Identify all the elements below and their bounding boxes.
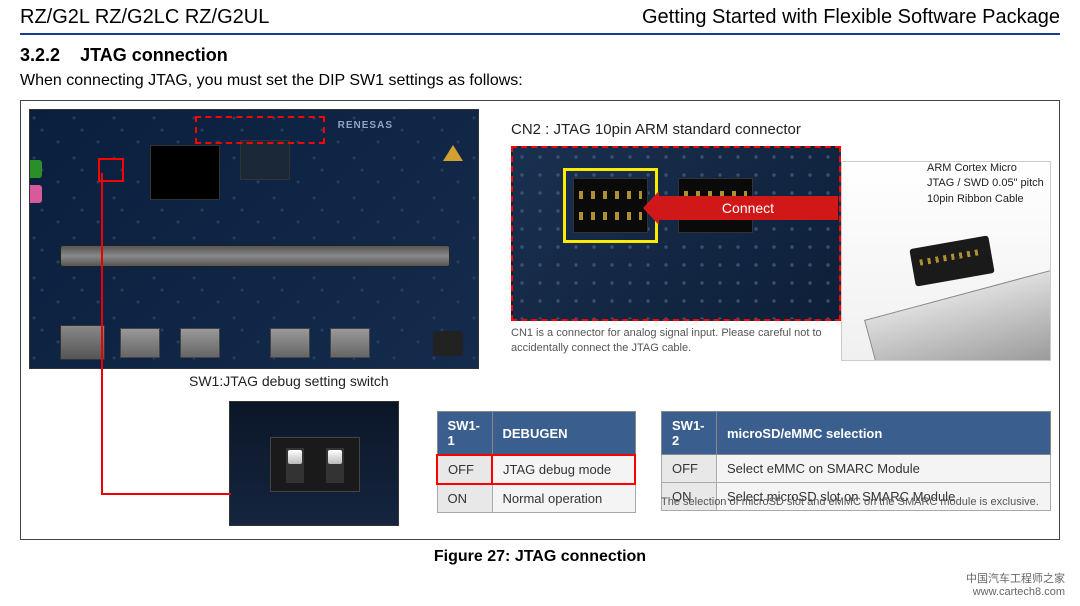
table-row-highlighted: OFF JTAG debug mode: [437, 455, 635, 484]
cell-desc: Select eMMC on SMARC Module: [717, 455, 1051, 483]
cell-state: OFF: [437, 455, 492, 484]
table2-note: The selection of microSD slot and eMMC o…: [661, 496, 1051, 508]
sw1-zoom-photo: [229, 401, 399, 526]
table-header-row: SW1-2 microSD/eMMC selection: [662, 412, 1051, 455]
board-photo: RENESAS: [29, 109, 479, 369]
header-right: Getting Started with Flexible Software P…: [642, 6, 1060, 29]
watermark-line1: 中国汽车工程师之家: [966, 570, 1065, 586]
cn2-label: CN2 : JTAG 10pin ARM standard connector: [511, 121, 801, 138]
cable-label: ARM Cortex Micro JTAG / SWD 0.05" pitch …: [927, 161, 1047, 207]
cell-desc: Normal operation: [492, 484, 635, 513]
cell-state: ON: [437, 484, 492, 513]
th-sw1-2: SW1-2: [662, 412, 717, 455]
th-sdemmc: microSD/eMMC selection: [717, 412, 1051, 455]
esd-triangle-icon: [443, 145, 463, 161]
figure-caption: Figure 27: JTAG connection: [0, 540, 1080, 566]
callout-line-h: [101, 493, 231, 495]
dip-switch-2: [326, 448, 344, 483]
usb-port-3: [270, 328, 310, 358]
header-left: RZ/G2L RZ/G2LC RZ/G2UL: [20, 6, 269, 29]
section-name: JTAG connection: [80, 45, 228, 65]
header-divider: [20, 33, 1060, 35]
sw1-label: SW1:JTAG debug setting switch: [189, 373, 389, 389]
chip-secondary: [240, 140, 290, 180]
watermark: 中国汽车工程师之家 www.cartech8.com: [966, 570, 1065, 598]
watermark-line2: www.cartech8.com: [966, 586, 1065, 598]
chip-main: [150, 145, 220, 200]
th-debugen: DEBUGEN: [492, 412, 635, 456]
table-header-row: SW1-1 DEBUGEN: [437, 412, 635, 456]
section-title: 3.2.2 JTAG connection: [0, 45, 1080, 72]
audio-jack-pink: [29, 185, 42, 203]
power-port: [433, 331, 463, 356]
dip-switch-body: [270, 437, 360, 492]
cn1-note: CN1 is a connector for analog signal inp…: [511, 326, 856, 357]
usb-port-1: [120, 328, 160, 358]
ethernet-port: [60, 325, 105, 360]
table-row: ON Normal operation: [437, 484, 635, 513]
jtag-pcb-texture: [513, 148, 839, 319]
section-number: 3.2.2: [20, 45, 60, 65]
callout-line-v: [101, 173, 103, 493]
smarc-connector: [60, 245, 450, 267]
usb-port-2: [180, 328, 220, 358]
cable-connector: [909, 235, 994, 286]
cell-desc: JTAG debug mode: [492, 455, 635, 484]
audio-jack-green: [29, 160, 42, 178]
table-row: OFF Select eMMC on SMARC Module: [662, 455, 1051, 483]
page-header: RZ/G2L RZ/G2LC RZ/G2UL Getting Started w…: [0, 0, 1080, 33]
dip-switch-1: [286, 448, 304, 483]
connect-arrow: Connect: [658, 196, 838, 220]
connect-label: Connect: [722, 200, 774, 216]
renesas-logo: RENESAS: [338, 120, 393, 131]
cell-state: OFF: [662, 455, 717, 483]
th-sw1-1: SW1-1: [437, 412, 492, 456]
figure-container: RENESAS SW1:JTAG debug setting switch CN…: [20, 100, 1060, 540]
section-intro: When connecting JTAG, you must set the D…: [0, 72, 1080, 100]
jtag-highlight-box: [195, 116, 325, 144]
sw1-1-table: SW1-1 DEBUGEN OFF JTAG debug mode ON Nor…: [436, 411, 636, 513]
jtag-zoom-photo: Connect: [511, 146, 841, 321]
usb-port-4: [330, 328, 370, 358]
